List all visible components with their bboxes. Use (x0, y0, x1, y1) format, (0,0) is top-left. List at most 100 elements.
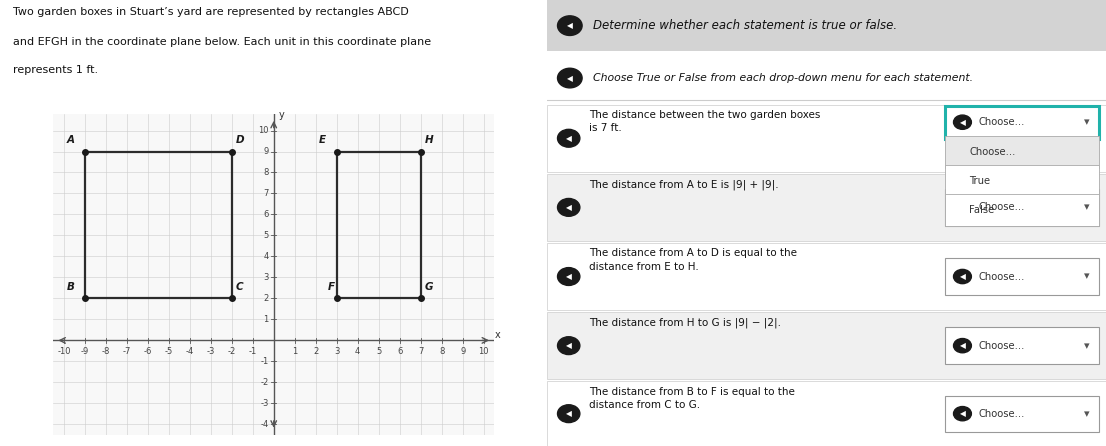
Text: F: F (327, 282, 335, 292)
Circle shape (557, 268, 580, 285)
Circle shape (557, 16, 582, 36)
Text: 5: 5 (376, 347, 382, 356)
FancyBboxPatch shape (946, 194, 1099, 226)
Text: ◀: ◀ (566, 203, 572, 212)
Text: 2: 2 (313, 347, 319, 356)
Circle shape (953, 115, 971, 129)
Text: 7: 7 (263, 189, 269, 198)
Circle shape (953, 269, 971, 284)
Circle shape (557, 337, 580, 355)
FancyBboxPatch shape (946, 106, 1099, 139)
Text: A: A (66, 135, 74, 145)
Text: The distance from A to E is |9| + |9|.: The distance from A to E is |9| + |9|. (589, 179, 779, 190)
Circle shape (557, 68, 582, 88)
Text: -4: -4 (186, 347, 194, 356)
Text: ▾: ▾ (1084, 409, 1089, 419)
Text: The distance from A to D is equal to the
distance from E to H.: The distance from A to D is equal to the… (589, 248, 797, 272)
Text: -1: -1 (249, 347, 257, 356)
Text: 3: 3 (263, 273, 269, 282)
Text: The distance from H to G is |9| − |2|.: The distance from H to G is |9| − |2|. (589, 318, 781, 328)
Text: True: True (969, 176, 990, 186)
Text: 3: 3 (334, 347, 340, 356)
Text: -9: -9 (81, 347, 88, 356)
Text: ◀: ◀ (566, 134, 572, 143)
Text: -6: -6 (144, 347, 152, 356)
Text: 5: 5 (263, 231, 269, 240)
FancyBboxPatch shape (946, 136, 1099, 168)
Text: -4: -4 (260, 420, 269, 429)
Text: 4: 4 (355, 347, 361, 356)
Text: 9: 9 (263, 147, 269, 156)
Circle shape (557, 405, 580, 423)
FancyBboxPatch shape (946, 396, 1099, 432)
Text: 1: 1 (263, 315, 269, 324)
Text: 6: 6 (263, 210, 269, 219)
Text: and EFGH in the coordinate plane below. Each unit in this coordinate plane: and EFGH in the coordinate plane below. … (13, 37, 431, 46)
Text: -5: -5 (165, 347, 173, 356)
Text: 8: 8 (439, 347, 445, 356)
Text: 10: 10 (479, 347, 489, 356)
Text: -2: -2 (260, 378, 269, 387)
Text: x: x (495, 330, 501, 340)
Text: -2: -2 (228, 347, 236, 356)
Text: 10: 10 (258, 126, 269, 135)
Text: 7: 7 (418, 347, 424, 356)
Text: ◀: ◀ (567, 21, 573, 30)
Circle shape (953, 200, 971, 215)
Text: Choose...: Choose... (979, 341, 1025, 351)
Text: D: D (236, 135, 244, 145)
Text: Choose...: Choose... (969, 147, 1015, 157)
Text: ◀: ◀ (566, 272, 572, 281)
Text: Choose...: Choose... (979, 409, 1025, 419)
Text: ◀: ◀ (960, 272, 966, 281)
Text: ◀: ◀ (960, 203, 966, 212)
Text: The distance from B to F is equal to the
distance from C to G.: The distance from B to F is equal to the… (589, 387, 795, 410)
Text: -7: -7 (123, 347, 131, 356)
Text: ▾: ▾ (1084, 341, 1089, 351)
Text: ◀: ◀ (960, 118, 966, 127)
Text: ▾: ▾ (1084, 272, 1089, 281)
Text: -3: -3 (260, 399, 269, 408)
Text: The distance between the two garden boxes
is 7 ft.: The distance between the two garden boxe… (589, 110, 821, 133)
Text: Choose...: Choose... (979, 117, 1025, 127)
Text: C: C (236, 282, 243, 292)
Text: Determine whether each statement is true or false.: Determine whether each statement is true… (593, 19, 897, 32)
Bar (547, 0, 1106, 51)
Text: E: E (319, 135, 326, 145)
Text: Choose...: Choose... (979, 202, 1025, 212)
Text: represents 1 ft.: represents 1 ft. (13, 65, 98, 74)
Text: B: B (66, 282, 74, 292)
Text: H: H (425, 135, 434, 145)
Text: ◀: ◀ (960, 341, 966, 350)
Text: ◀: ◀ (567, 74, 573, 83)
Text: 9: 9 (460, 347, 466, 356)
Text: -3: -3 (207, 347, 215, 356)
Text: -10: -10 (58, 347, 71, 356)
Circle shape (557, 198, 580, 216)
Text: 6: 6 (397, 347, 403, 356)
Bar (547, 243, 1106, 310)
FancyBboxPatch shape (946, 165, 1099, 197)
Text: Two garden boxes in Stuart’s yard are represented by rectangles ABCD: Two garden boxes in Stuart’s yard are re… (13, 7, 409, 17)
Text: G: G (425, 282, 434, 292)
Text: 2: 2 (263, 294, 269, 303)
Text: ◀: ◀ (960, 409, 966, 418)
Text: False: False (969, 205, 994, 215)
Bar (547, 381, 1106, 446)
Text: y: y (279, 110, 284, 120)
Circle shape (557, 129, 580, 147)
Circle shape (953, 407, 971, 421)
Text: 4: 4 (263, 252, 269, 261)
Text: 1: 1 (292, 347, 298, 356)
Bar (547, 56, 1106, 100)
FancyBboxPatch shape (946, 327, 1099, 364)
Text: -8: -8 (102, 347, 109, 356)
FancyBboxPatch shape (946, 189, 1099, 226)
Text: ◀: ◀ (566, 341, 572, 350)
Circle shape (953, 339, 971, 353)
Bar (547, 174, 1106, 241)
Text: ◀: ◀ (566, 409, 572, 418)
Text: -1: -1 (260, 357, 269, 366)
Text: ▾: ▾ (1084, 202, 1089, 212)
Text: ▾: ▾ (1084, 117, 1089, 127)
